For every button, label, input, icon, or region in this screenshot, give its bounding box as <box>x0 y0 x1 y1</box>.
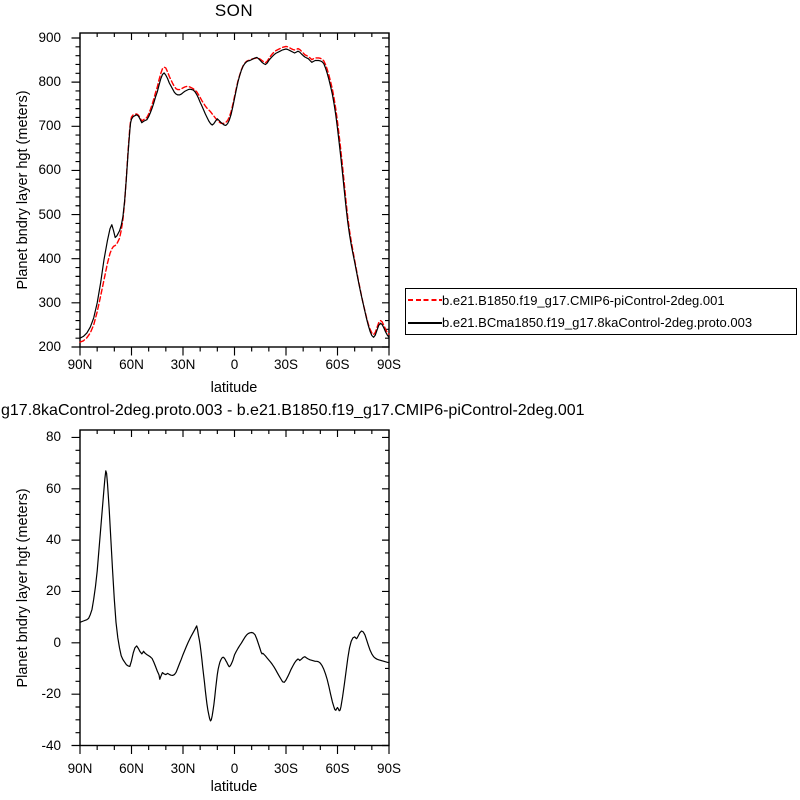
x-tick-label-0: 0 <box>230 761 239 776</box>
legend-entry-picontrol: b.e21.B1850.f19_g17.CMIP6-piControl-2deg… <box>406 289 796 312</box>
x-tick-label-90S: 90S <box>376 761 402 776</box>
y-tick-label-60: 60 <box>45 480 61 496</box>
y-tick-label-900: 900 <box>38 29 61 45</box>
curve-black-solid-panel1 <box>79 48 390 339</box>
black-solid-line-sample <box>408 322 442 324</box>
y-tick-label-400: 400 <box>38 250 61 266</box>
y-tick-label-0: 0 <box>53 634 61 650</box>
y-tick-label--40: -40 <box>41 737 61 753</box>
top-plot-title: SON <box>214 1 254 20</box>
y-tick-label-500: 500 <box>38 206 61 222</box>
y-tick-label-20: 20 <box>45 583 61 599</box>
y-tick-label-600: 600 <box>38 162 61 178</box>
y-tick-label--20: -20 <box>41 686 61 702</box>
x-tick-label-0: 0 <box>230 357 239 372</box>
y-tick-label-300: 300 <box>38 294 61 310</box>
curve-black-solid-panel2 <box>79 470 390 722</box>
bottom-plot-title: g17.8kaControl-2deg.proto.003 - b.e21.B1… <box>1 402 585 419</box>
bottom-x-axis-label: latitude <box>210 779 258 795</box>
x-tick-label-60N: 60N <box>119 761 144 776</box>
x-tick-label-30S: 30S <box>273 761 299 776</box>
top-x-axis-label: latitude <box>210 380 258 396</box>
curve-red-dashed-panel1 <box>79 45 390 343</box>
legend-entry-8ka: b.e21.BCma1850.f19_g17.8kaControl-2deg.p… <box>406 312 796 335</box>
x-tick-label-90S: 90S <box>376 357 402 372</box>
red-dashed-line-sample <box>408 299 442 302</box>
y-tick-label-80: 80 <box>45 429 61 445</box>
y-tick-label-200: 200 <box>38 339 61 354</box>
y-tick-label-800: 800 <box>38 74 61 90</box>
y-tick-label-700: 700 <box>38 118 61 134</box>
legend: b.e21.B1850.f19_g17.CMIP6-piControl-2deg… <box>405 288 797 335</box>
x-tick-label-60N: 60N <box>119 357 144 372</box>
y-tick-label-40: 40 <box>45 532 61 548</box>
x-tick-label-60S: 60S <box>325 761 350 776</box>
x-tick-label-90N: 90N <box>67 761 93 776</box>
x-tick-label-30S: 30S <box>273 357 299 372</box>
legend-label-8ka: b.e21.BCma1850.f19_g17.8kaControl-2deg.p… <box>442 315 753 331</box>
legend-label-picontrol: b.e21.B1850.f19_g17.CMIP6-piControl-2deg… <box>442 292 725 308</box>
x-tick-label-90N: 90N <box>67 357 93 372</box>
x-tick-label-30N: 30N <box>170 357 196 372</box>
x-tick-label-60S: 60S <box>325 357 350 372</box>
x-tick-label-30N: 30N <box>170 761 196 776</box>
